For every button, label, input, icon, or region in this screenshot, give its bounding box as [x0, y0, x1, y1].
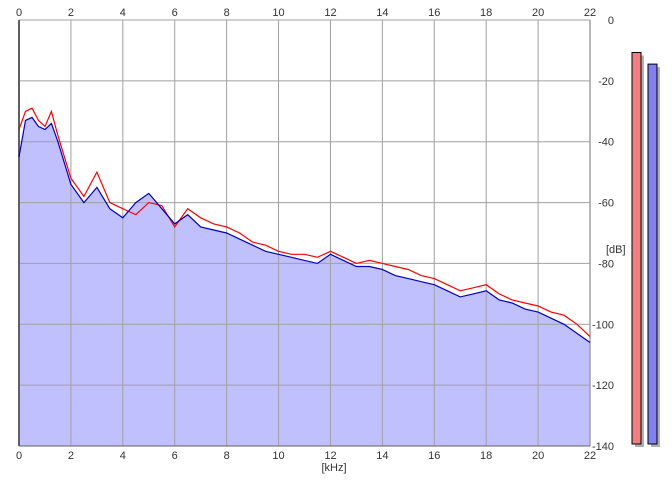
x-tick-label-bottom: 0	[16, 450, 22, 462]
x-tick-label-bottom: 12	[324, 450, 336, 462]
x-tick-label-top: 4	[120, 7, 126, 19]
x-tick-label-top: 6	[172, 7, 178, 19]
x-tick-label-bottom: 6	[172, 450, 178, 462]
y-tick-label: -80	[598, 258, 614, 270]
level-meters	[631, 52, 660, 447]
y-tick-label: -20	[598, 76, 614, 88]
x-tick-label-top: 20	[532, 7, 544, 19]
x-tick-label-bottom: 8	[224, 450, 230, 462]
x-tick-label-top: 16	[428, 7, 440, 19]
x-tick-label-top: 14	[376, 7, 388, 19]
x-tick-label-bottom: 10	[272, 450, 284, 462]
x-tick-label-bottom: 4	[120, 450, 126, 462]
x-tick-label-top: 22	[584, 7, 596, 19]
series-line-1	[18, 107, 591, 337]
y-tick-labels: 0 -20 -40 -60 -80 -100 -120 -140	[592, 15, 614, 453]
x-tick-label-top: 10	[272, 7, 284, 19]
spectrum-fill	[19, 117, 590, 447]
y-tick-label: -60	[598, 198, 614, 210]
level-meter-bar-1	[631, 52, 642, 445]
level-meter-bar-2	[647, 63, 658, 445]
x-tick-label-bottom: 14	[376, 450, 388, 462]
grid-lines	[18, 19, 591, 447]
x-tick-label-bottom: 16	[428, 450, 440, 462]
x-tick-label-top: 8	[224, 7, 230, 19]
spectrum-fill-area	[19, 117, 590, 447]
y-tick-label: -40	[598, 137, 614, 149]
x-tick-label-bottom: 22	[584, 450, 596, 462]
y-tick-label: -120	[592, 380, 614, 392]
x-tick-label-top: 0	[16, 7, 22, 19]
y-tick-label: -140	[592, 441, 614, 453]
x-tick-label-bottom: 20	[532, 450, 544, 462]
x-tick-labels-top: 0 2 4 6 8 10 12 14 16 18 20 22	[16, 7, 596, 19]
x-tick-label-top: 2	[68, 7, 74, 19]
y-tick-label: 0	[608, 15, 614, 27]
series-line-2	[18, 116, 591, 343]
y-tick-label: -100	[592, 319, 614, 331]
x-tick-label-bottom: 2	[68, 450, 74, 462]
x-tick-label-top: 12	[324, 7, 336, 19]
x-axis-label: [kHz]	[321, 462, 346, 474]
x-tick-label-bottom: 18	[480, 450, 492, 462]
x-tick-label-top: 18	[480, 7, 492, 19]
y-axis-label: [dB]	[606, 244, 626, 256]
series-lines	[18, 107, 591, 343]
x-tick-labels-bottom: 0 2 4 6 8 10 12 14 16 18 20 22	[16, 450, 596, 462]
